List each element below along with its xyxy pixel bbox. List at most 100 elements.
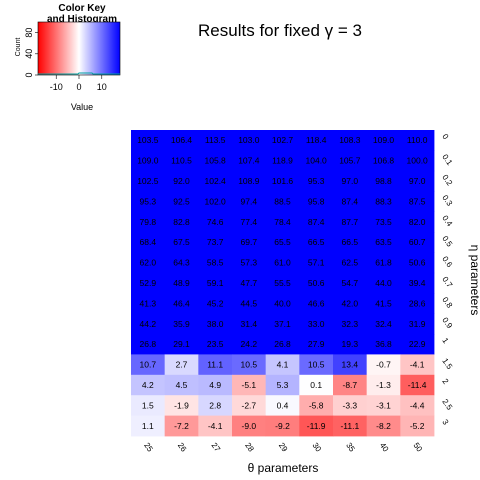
heatmap-cell-label: 97.4 (241, 196, 258, 206)
heatmap-cell-label: 118.4 (306, 135, 327, 145)
heatmap-cell-label: 29.1 (173, 339, 190, 349)
y-tick-label: 2 (440, 377, 450, 386)
heatmap-cell (400, 191, 435, 212)
heatmap-cell (232, 272, 267, 294)
heatmap-cell-label: 62.0 (140, 258, 157, 268)
heatmap-cell (131, 150, 166, 172)
heatmap-cell-label: 32.3 (342, 319, 359, 329)
heatmap-cell (366, 130, 401, 151)
x-tick-label: 35 (344, 441, 357, 454)
heatmap-cell-label: 28.6 (409, 298, 426, 308)
heatmap-cell (333, 232, 368, 253)
heatmap-cells: 103.5 106.4 113.5 103.0 102.7 118.4 108.3 109.0… (131, 130, 435, 437)
y-tick-label: 0.2 (440, 173, 454, 188)
heatmap-cell-label: -7.2 (174, 421, 189, 431)
heatmap-cell (400, 395, 435, 416)
heatmap-cell (265, 374, 300, 396)
heatmap-cell-label: 66.5 (308, 237, 325, 247)
heatmap-cell (198, 395, 233, 416)
heatmap-cell (333, 313, 368, 335)
heatmap-cell-label: 46.4 (173, 298, 190, 308)
heatmap-cell-label: 87.4 (342, 196, 359, 206)
heatmap-cell (164, 354, 199, 376)
heatmap-cell (232, 395, 267, 416)
heatmap-cell (366, 354, 401, 376)
heatmap-cell (333, 415, 368, 437)
heatmap-cell (265, 395, 300, 416)
heatmap-cell (333, 252, 368, 274)
heatmap-cell-label: 113.5 (205, 135, 226, 145)
heatmap-cell (265, 150, 300, 172)
heatmap-cell-label: 42.0 (342, 298, 359, 308)
heatmap-cell-label: 10.7 (140, 360, 157, 370)
heatmap-cell-label: 103.5 (137, 135, 159, 145)
x-tick-label: 26 (176, 441, 189, 454)
heatmap-cell (366, 170, 401, 192)
heatmap-cell-label: 4.1 (277, 360, 289, 370)
heatmap-cell (400, 150, 435, 172)
heatmap-cell-label: 62.5 (342, 258, 359, 268)
heatmap-cell-label: 73.7 (207, 237, 224, 247)
heatmap-cell-label: -5.8 (309, 400, 324, 410)
color-key-x-tick-label: 10 (97, 82, 107, 92)
heatmap-cell (333, 293, 368, 314)
heatmap-cell-label: 4.9 (209, 380, 221, 390)
heatmap-cell (131, 191, 166, 212)
heatmap-cell (198, 252, 233, 274)
heatmap-cell (232, 374, 267, 396)
heatmap-cell-label: -2.7 (242, 400, 257, 410)
color-key-subtitle: and Histogram (47, 14, 117, 25)
heatmap-cell-label: 105.7 (339, 156, 361, 166)
heatmap-cell (131, 272, 166, 294)
heatmap-cell (400, 415, 435, 437)
heatmap-cell (164, 191, 199, 212)
heatmap-cell-label: 46.6 (308, 298, 325, 308)
y-tick-label: 0.7 (440, 275, 454, 290)
heatmap-cell (333, 374, 368, 396)
heatmap-cell (198, 334, 233, 355)
heatmap-cell-label: 61.0 (274, 258, 291, 268)
heatmap-cell-label: 2.7 (176, 360, 188, 370)
heatmap-cell (198, 313, 233, 335)
y-tick-label: 2.5 (440, 397, 454, 412)
heatmap-cell-label: 65.5 (274, 237, 291, 247)
heatmap-cell (299, 334, 334, 355)
heatmap-cell-label: 87.4 (308, 217, 325, 227)
heatmap-cell-label: 10.5 (308, 360, 325, 370)
heatmap-cell (400, 334, 435, 355)
heatmap-cell-label: 95.8 (308, 196, 325, 206)
color-key-title: Color Key (58, 3, 106, 14)
heatmap-cell (198, 150, 233, 172)
heatmap-cell-label: 79.8 (140, 217, 157, 227)
color-key-xlabel: Value (71, 102, 93, 112)
heatmap-cell (131, 334, 166, 355)
heatmap-cell-label: 109.0 (373, 135, 395, 145)
y-tick-label: 3 (440, 418, 450, 427)
heatmap-cell-label: -9.2 (275, 421, 290, 431)
heatmap-cell-label: 82.0 (409, 217, 426, 227)
heatmap-cell (400, 170, 435, 192)
heatmap-cell (198, 170, 233, 192)
heatmap-cell (164, 334, 199, 355)
color-key-ylabel: Count (15, 38, 22, 57)
heatmap-cell (299, 374, 334, 396)
x-tick-label: 29 (277, 441, 290, 454)
heatmap-cell-label: 74.6 (207, 217, 224, 227)
heatmap-cell (232, 170, 267, 192)
color-key-histogram (38, 72, 120, 75)
heatmap-cell (366, 211, 401, 233)
heatmap-cell (265, 232, 300, 253)
color-key: Color Key and Histogram -10 0 10 0 40 80 Valu… (15, 3, 121, 112)
heatmap-cell (131, 395, 166, 416)
x-tick-label: 30 (311, 441, 324, 454)
heatmap-cell-label: -1.9 (174, 400, 189, 410)
heatmap-cell-label: 26.8 (140, 339, 157, 349)
y-tick-label: 0.3 (440, 193, 454, 208)
heatmap-cell (198, 272, 233, 294)
heatmap-cell (400, 272, 435, 294)
heatmap-cell-label: 63.5 (375, 237, 392, 247)
heatmap-cell-label: -11.1 (340, 421, 359, 431)
heatmap-cell-label: 59.1 (207, 278, 224, 288)
heatmap-cell (232, 150, 267, 172)
heatmap-cell (265, 130, 300, 151)
